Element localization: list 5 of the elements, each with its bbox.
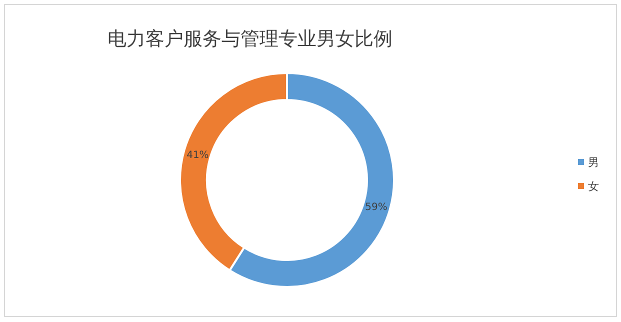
data-label: 59% <box>365 202 388 213</box>
legend-label: 女 <box>588 180 599 193</box>
chart-title: 电力客户服务与管理专业男女比例 <box>108 28 392 50</box>
legend-label: 男 <box>588 156 599 169</box>
data-label: 41% <box>186 150 209 162</box>
